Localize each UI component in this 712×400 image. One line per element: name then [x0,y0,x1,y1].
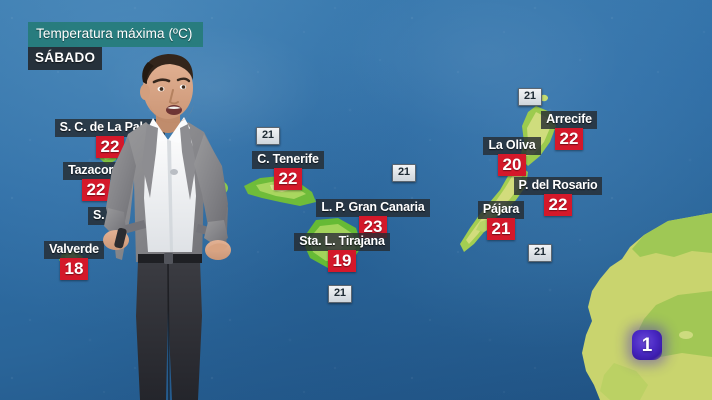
station-s-occluded: S. [88,206,110,226]
station-la-oliva: La Oliva 20 [478,136,546,177]
island-la-graciosa [540,94,548,102]
station-name: P. del Rosario [513,177,603,196]
station-name: Arrecife [541,111,597,130]
station-temperature: 22 [543,194,573,217]
station-valverde: Valverde 18 [30,240,118,281]
station-p-del-rosario: P. del Rosario 22 [506,176,610,217]
station-pajara: Pájara 21 [470,200,532,241]
station-l-p-gran-canaria: L. P. Gran Canaria 23 [312,198,434,239]
station-name: S. [88,207,110,226]
forecast-title-bar: Temperatura máxima (ºC) [28,22,203,47]
station-name: La Oliva [483,137,541,156]
channel-logo-la1: 1 [632,330,662,360]
station-name: Sta. L. Tirajana [294,233,390,252]
station-temperature: 19 [327,250,357,273]
station-sta-l-tirajana: Sta. L. Tirajana 19 [284,232,400,273]
sea-marker-3: 21 [328,285,352,303]
station-temperature: 22 [95,136,125,159]
station-name: Pájara [477,201,525,220]
sea-marker-4: 21 [518,88,542,106]
station-name: C. Tenerife [252,151,324,170]
channel-logo-number: 1 [641,334,653,356]
station-name: L. P. Gran Canaria [316,199,430,218]
station-temperature: 18 [59,258,89,281]
station-temperature: 22 [273,168,303,191]
station-c-tenerife: C. Tenerife 22 [246,150,330,191]
station-temperature: 22 [81,179,111,202]
sea-marker-1: 21 [256,127,280,145]
african-coast-landmass [582,213,712,400]
station-arrecife: Arrecife 22 [534,110,604,151]
station-temperature: 23 [358,216,388,239]
station-tazacorte: Tazacorte 22 [50,161,142,202]
forecast-day-bar: SÁBADO [28,47,103,70]
station-temperature: 20 [497,154,527,177]
forecast-title: Temperatura máxima (ºC) [36,26,193,41]
weather-presenter [103,54,231,400]
sea-marker-2: 21 [392,164,416,182]
forecast-day: SÁBADO [35,50,96,65]
station-temperature: 22 [554,128,584,151]
station-name: Valverde [44,241,104,260]
sea-marker-5: 21 [528,244,552,262]
station-temperature: 21 [486,218,516,241]
